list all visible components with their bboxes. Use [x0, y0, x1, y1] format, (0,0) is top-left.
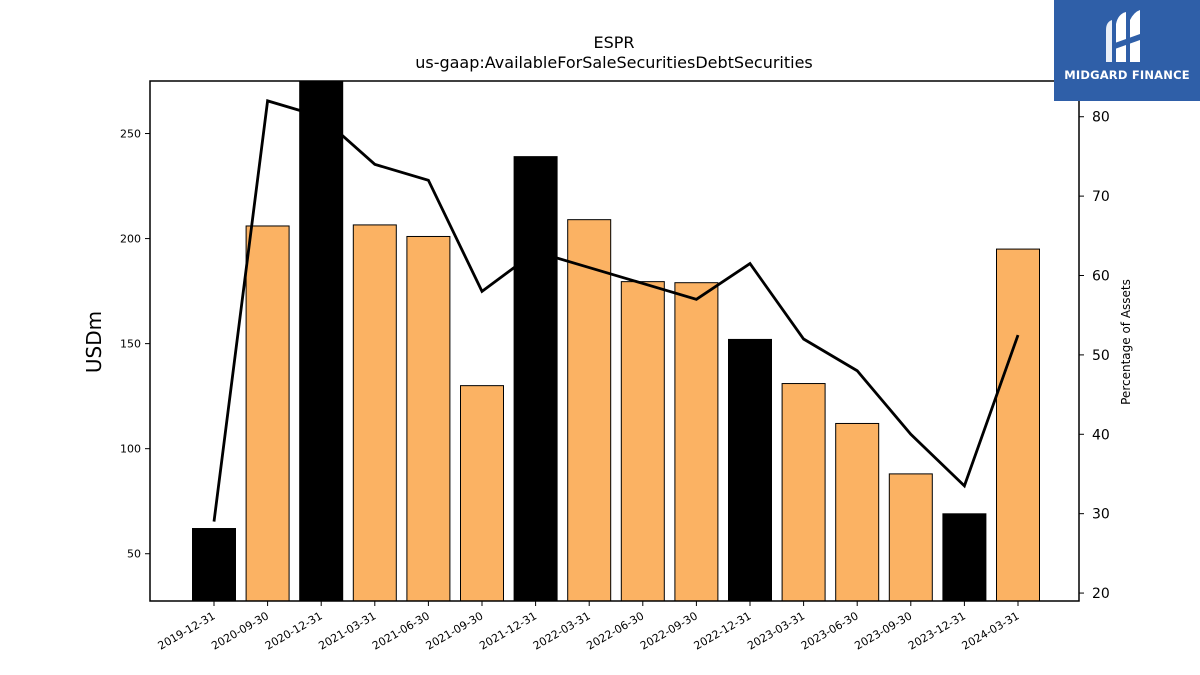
- y2-tick-label: 30: [1092, 507, 1110, 523]
- x-tick-label: 2021-09-30: [424, 609, 486, 652]
- percentage-line: [212, 99, 1020, 522]
- logo-mark-icon: [1106, 10, 1140, 62]
- x-tick-label: 2020-09-30: [209, 609, 271, 652]
- bar: [192, 528, 236, 602]
- x-tick-label: 2022-12-31: [692, 609, 754, 652]
- x-tick-label: 2022-03-31: [531, 609, 593, 652]
- bar: [352, 224, 397, 602]
- y2-tick-label: 50: [1092, 348, 1110, 364]
- y-tick-label: 100: [120, 443, 141, 456]
- y2-tick-label: 80: [1092, 110, 1110, 126]
- y2-tick-label: 60: [1092, 269, 1110, 285]
- bar: [888, 473, 933, 602]
- plot-frame: [149, 80, 1080, 602]
- bar: [620, 281, 665, 602]
- bar: [674, 282, 719, 602]
- bar: [728, 338, 772, 602]
- x-tick-label: 2022-09-30: [638, 609, 700, 652]
- logo-text: MIDGARD FINANCE: [1064, 68, 1190, 82]
- bar: [835, 422, 880, 602]
- bar: [406, 235, 451, 602]
- bar: [781, 383, 826, 602]
- y2-tick-label: 70: [1092, 189, 1110, 205]
- chart-subtitle: us-gaap:AvailableForSaleSecuritiesDebtSe…: [415, 53, 813, 72]
- y-tick-label: 50: [127, 548, 141, 561]
- bar: [513, 156, 558, 602]
- y-axis-label: USDm: [82, 311, 106, 373]
- y2-tick-label: 20: [1092, 586, 1110, 602]
- line-group: [212, 99, 1020, 522]
- x-tick-label: 2023-09-30: [852, 609, 914, 652]
- y-tick-label: 200: [120, 233, 141, 246]
- x-tick-label: 2019-12-31: [156, 609, 218, 652]
- bar: [942, 513, 987, 602]
- x-tick-label: 2023-12-31: [906, 609, 968, 652]
- x-tick-label: 2022-06-30: [584, 609, 646, 652]
- x-tick-label: 2023-03-31: [745, 609, 807, 652]
- bar: [567, 219, 612, 602]
- x-tick-label: 2021-06-30: [370, 609, 432, 652]
- x-tick-label: 2023-06-30: [799, 609, 861, 652]
- y2-axis-label: Percentage of Assets: [1119, 279, 1133, 405]
- x-tick-label: 2024-03-31: [960, 609, 1022, 652]
- chart-title: ESPR: [593, 33, 634, 52]
- x-tick-label: 2021-12-31: [477, 609, 539, 652]
- y-tick-label: 150: [120, 338, 141, 351]
- brand-logo: MIDGARD FINANCE: [1054, 0, 1200, 101]
- y-tick-label: 250: [120, 128, 141, 141]
- x-tick-label: 2021-03-31: [316, 609, 378, 652]
- bar: [460, 385, 504, 602]
- bar: [245, 225, 290, 602]
- bar: [299, 80, 344, 602]
- bar: [996, 248, 1040, 602]
- y2-tick-label: 40: [1092, 427, 1110, 443]
- bar-group: [192, 80, 1040, 602]
- x-tick-label: 2020-12-31: [263, 609, 325, 652]
